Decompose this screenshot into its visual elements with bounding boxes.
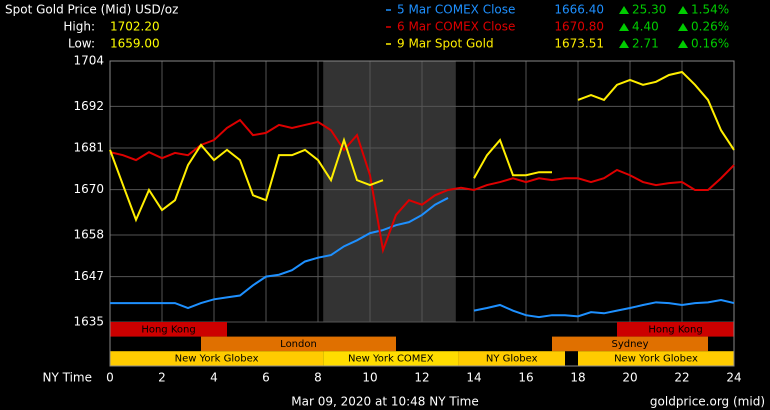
up-arrow [678,23,688,31]
y-tick-label: 1692 [73,99,104,113]
legend-change-pct: 0.16% [691,37,729,51]
session-bar [552,336,708,352]
x-tick-label: 14 [466,371,481,385]
timestamp: Mar 09, 2020 at 10:48 NY Time [291,395,478,409]
y-tick-label: 1647 [73,269,104,283]
x-tick-label: 8 [314,371,322,385]
legend-close: 1670.80 [554,20,604,34]
chart-title: Spot Gold Price (Mid) USD/oz [5,3,178,17]
session-bar [110,351,324,366]
session-bar [201,336,396,352]
high-label: High: [63,20,95,34]
legend-change: 4.40 [632,20,659,34]
session-bar [617,322,734,337]
legend-change-pct: 1.54% [691,3,729,17]
y-tick-label: 1704 [73,54,104,68]
up-arrow [619,23,629,31]
legend-change: 25.30 [632,3,666,17]
low-label: Low: [68,37,95,51]
legend-close: 1673.51 [554,37,604,51]
price-line [109,70,735,223]
y-tick-label: 1670 [73,182,104,196]
y-tick-label: 1658 [73,228,104,242]
x-axis-label: NY Time [43,371,93,385]
x-tick-label: 4 [210,371,218,385]
x-tick-label: 0 [106,371,114,385]
session-label: Hong Kong [648,325,702,336]
shaded-region [323,61,456,322]
session-label: New York COMEX [348,354,434,365]
y-tick-label: 1635 [73,315,104,329]
x-tick-label: 18 [570,371,585,385]
legend-change: 2.71 [632,37,659,51]
session-label: New York Globex [614,354,698,365]
up-arrow [678,6,688,14]
legend-name: 9 Mar Spot Gold [397,37,494,51]
legend-close: 1666.40 [554,3,604,17]
x-tick-label: 22 [674,371,689,385]
x-tick-label: 6 [262,371,270,385]
session-bar [578,351,734,366]
x-tick-label: 10 [362,371,377,385]
session-label: New York Globex [175,354,259,365]
up-arrow [619,40,629,48]
legend-name: 5 Mar COMEX Close [397,3,515,17]
price-line [109,118,735,254]
session-bar [323,351,459,366]
low-value: 1659.00 [110,37,160,51]
session-bar [110,322,227,337]
high-value: 1702.20 [110,20,160,34]
session-label: NY Globex [486,354,538,365]
plot-frame [109,60,735,367]
legend-change-pct: 0.26% [691,20,729,34]
x-tick-label: 24 [726,371,741,385]
legend-name: 6 Mar COMEX Close [397,20,515,34]
session-bar [458,351,565,366]
x-tick-label: 2 [158,371,166,385]
y-tick-label: 1681 [73,141,104,155]
x-tick-label: 12 [414,371,429,385]
up-arrow [678,40,688,48]
up-arrow [619,6,629,14]
session-label: London [280,339,317,350]
session-label: Hong Kong [141,325,195,336]
session-label: Sydney [611,339,648,350]
source: goldprice.org (mid) [650,395,765,409]
x-tick-label: 16 [518,371,533,385]
x-tick-label: 20 [622,371,637,385]
